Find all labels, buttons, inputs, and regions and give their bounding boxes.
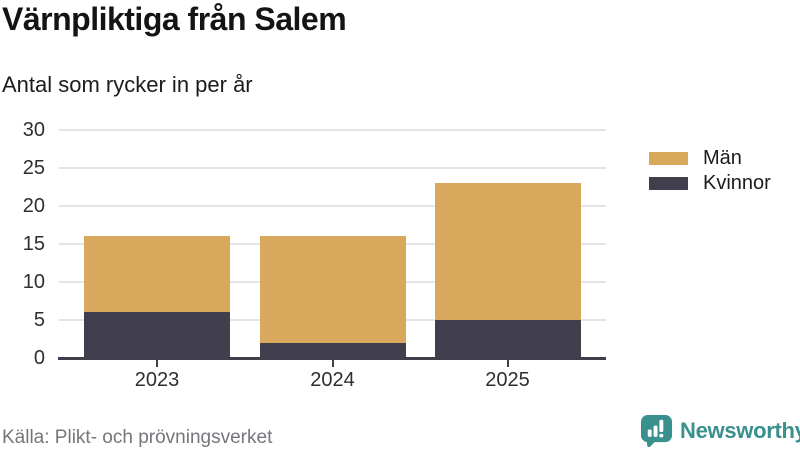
newsworthy-brand-text: Newsworthy <box>680 418 800 443</box>
newsworthy-logo: Newsworthy <box>640 414 800 448</box>
bar-2024-kvinnor <box>259 342 406 358</box>
x-axis-tick-2024 <box>331 360 334 367</box>
y-axis-label-20: 20 <box>22 195 45 217</box>
legend-swatch-män <box>649 152 688 165</box>
newsworthy-logo-icon <box>640 414 673 448</box>
gridline-20 <box>59 205 606 207</box>
gridline-30 <box>59 129 606 131</box>
y-axis-label-5: 5 <box>33 309 45 331</box>
page-subtitle: Antal som rycker in per år <box>2 72 253 97</box>
legend-label-kvinnor: Kvinnor <box>703 172 771 194</box>
source-attribution: Källa: Plikt- och prövningsverket <box>2 427 273 448</box>
x-axis-label-2025: 2025 <box>485 369 530 391</box>
legend-label-män: Män <box>703 147 742 169</box>
y-axis-label-30: 30 <box>22 119 45 141</box>
y-axis-label-15: 15 <box>22 233 45 255</box>
bar-2023-män <box>84 236 230 313</box>
chart-legend: Män Kvinnor <box>649 146 771 196</box>
x-axis-label-2024: 2024 <box>310 369 355 391</box>
x-axis-tick-2023 <box>156 360 158 367</box>
legend-item-kvinnor: Kvinnor <box>649 171 771 196</box>
x-axis-tick-2025 <box>506 360 509 367</box>
gridline-25 <box>59 167 606 169</box>
y-axis-label-0: 0 <box>33 347 45 369</box>
y-axis-label-10: 10 <box>22 271 45 293</box>
page-title: Värnpliktiga från Salem <box>2 1 347 37</box>
y-axis-label-25: 25 <box>22 157 45 179</box>
bar-2025-män <box>434 183 581 320</box>
legend-item-män: Män <box>649 146 771 171</box>
bar-2023-kvinnor <box>84 312 230 358</box>
bar-2025-kvinnor <box>434 320 581 358</box>
bar-2024-män <box>259 236 406 343</box>
legend-swatch-kvinnor <box>649 177 688 190</box>
x-axis-label-2023: 2023 <box>134 369 180 391</box>
x-axis-line <box>58 357 606 360</box>
